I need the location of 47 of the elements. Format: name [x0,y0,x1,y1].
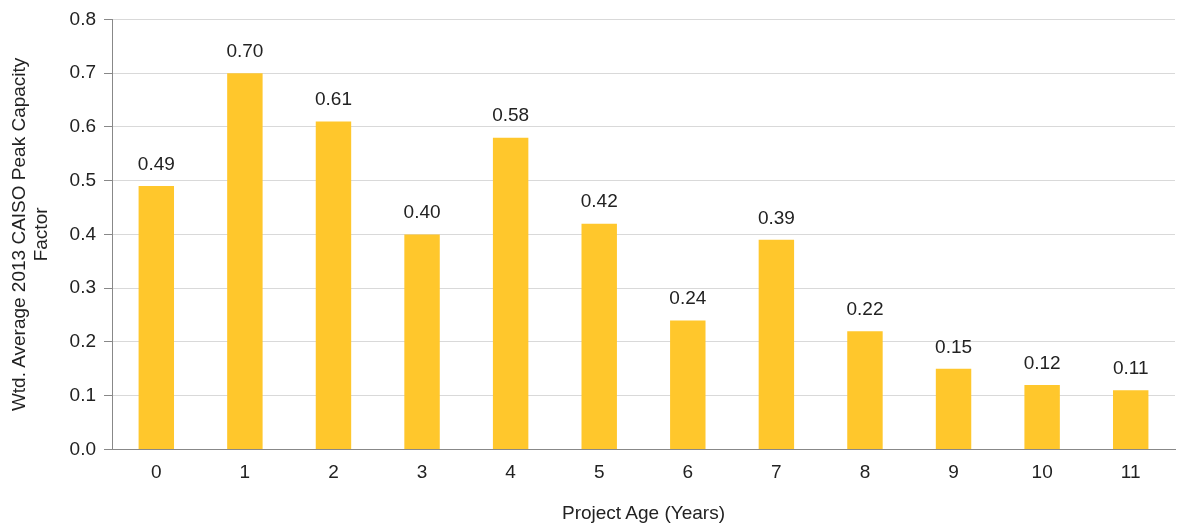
bar [670,320,706,449]
x-tick-label: 8 [859,461,871,483]
data-label: 0.24 [669,287,707,309]
data-label: 0.22 [846,297,884,319]
x-tick-label: 6 [682,461,694,483]
bar [758,239,795,449]
x-tick-label: 0 [151,461,162,483]
x-tick-label: 3 [416,461,428,483]
y-tick-label: 0.1 [69,383,97,405]
bar [581,223,617,449]
x-tick-label: 10 [1031,461,1053,483]
bar [315,121,352,449]
data-label: 0.61 [314,88,352,110]
bar [847,331,883,449]
data-label: 0.58 [492,104,530,126]
x-tick-label: 2 [328,461,339,483]
data-label: 0.40 [403,201,441,223]
bar [1112,390,1149,449]
x-tick-label: 5 [593,461,605,483]
y-tick-label: 0.7 [69,61,97,83]
data-label: 0.49 [137,152,175,174]
y-tick-label: 0.8 [69,7,97,29]
data-label: 0.39 [757,206,795,228]
y-tick-label: 0.0 [69,437,97,459]
bar [1024,384,1060,449]
y-axis-title: Wtd. Average 2013 CAISO Peak Capacity Factor [7,57,52,412]
x-tick-label: 4 [505,461,517,483]
data-label: 0.11 [1112,357,1149,379]
bar [227,73,263,449]
y-tick-label: 0.3 [69,276,97,298]
data-label: 0.70 [226,39,264,61]
y-tick-label: 0.5 [69,168,97,190]
bar [492,137,529,449]
y-tick-label: 0.2 [69,330,97,352]
x-tick-label: 1 [239,461,251,483]
bar [935,368,972,449]
x-axis-title: Project Age (Years) [562,501,726,523]
data-label: 0.42 [580,190,618,212]
data-label: 0.15 [935,335,973,357]
bar [138,186,175,449]
y-tick-label: 0.4 [69,222,97,244]
x-tick-label: 11 [1120,461,1141,483]
x-tick-label: 9 [948,461,959,483]
x-tick-label: 7 [771,461,782,483]
y-tick-label: 0.6 [69,115,97,137]
bar [404,234,440,449]
data-label: 0.12 [1023,351,1061,373]
